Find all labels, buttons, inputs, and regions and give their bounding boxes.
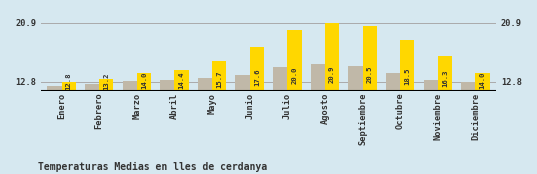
Bar [362,26,377,91]
Bar [461,82,475,91]
Bar [85,84,99,91]
Bar [212,61,227,91]
Bar [386,73,400,91]
Bar [250,47,264,91]
Bar [310,64,325,91]
Bar [137,73,151,91]
Bar [198,78,212,91]
Text: 14.4: 14.4 [179,71,185,89]
Text: 20.5: 20.5 [367,66,373,83]
Bar [122,81,137,91]
Text: 18.5: 18.5 [404,68,410,85]
Bar [273,67,287,91]
Text: 12.8: 12.8 [66,73,72,90]
Bar [438,56,452,91]
Bar [175,70,188,91]
Bar [349,66,362,91]
Bar [235,74,250,91]
Bar [424,80,438,91]
Text: 17.6: 17.6 [254,68,260,86]
Bar [160,80,175,91]
Text: 20.9: 20.9 [329,65,335,83]
Text: 14.0: 14.0 [141,72,147,89]
Text: 13.2: 13.2 [103,72,110,90]
Text: Temperaturas Medias en lles de cerdanya: Temperaturas Medias en lles de cerdanya [38,162,267,172]
Text: 16.3: 16.3 [442,69,448,87]
Bar [287,30,302,91]
Bar [62,82,76,91]
Bar [99,79,113,91]
Bar [325,23,339,91]
Bar [47,86,62,91]
Bar [475,73,490,91]
Text: 14.0: 14.0 [480,72,485,89]
Text: 15.7: 15.7 [216,70,222,88]
Bar [400,40,415,91]
Text: 20.0: 20.0 [292,66,297,84]
